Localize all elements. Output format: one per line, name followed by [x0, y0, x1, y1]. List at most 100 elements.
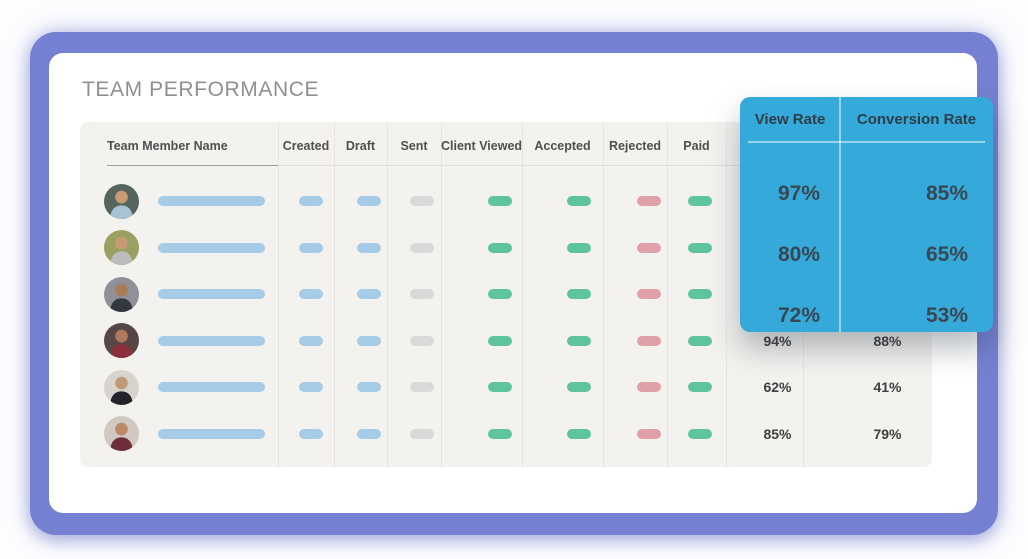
popup-view-rate-values: 97% 80% 72%	[740, 142, 840, 346]
status-pill-accepted	[566, 289, 591, 300]
table-cell-rejected	[603, 289, 667, 300]
column-divider	[522, 122, 523, 467]
rates-popup-columns: View Rate 97% 80% 72% Conversion Rate 85% 6…	[740, 97, 993, 332]
status-pill-accepted	[566, 428, 591, 439]
table-cell-paid	[667, 242, 726, 253]
table-cell-paid	[667, 196, 726, 207]
column-header-draft: Draft	[345, 139, 376, 153]
table-cell-client_viewed	[441, 289, 522, 300]
table-cell-accepted	[522, 335, 603, 346]
view_rate-value: 94%	[763, 332, 792, 349]
status-pill-paid	[687, 335, 712, 346]
table-cell-rejected	[603, 242, 667, 253]
table-cell-rejected	[603, 335, 667, 346]
column-header-paid: Paid	[683, 139, 710, 153]
status-pill-paid	[687, 196, 712, 207]
popup-header-divider	[748, 141, 985, 143]
conversion_rate-value: 79%	[873, 425, 902, 442]
table-cell-conversion_rate: 41%	[803, 379, 932, 395]
table-cell-name	[80, 323, 278, 359]
status-pill-sent	[410, 289, 434, 300]
column-divider	[603, 122, 604, 467]
status-pill-created	[299, 382, 323, 393]
status-pill-client_viewed	[487, 382, 512, 393]
table-body: 94% 88% 62% 41% 85% 79%	[80, 170, 932, 467]
status-pill-client_viewed	[487, 335, 512, 346]
popup-conversion-rate-header: Conversion Rate	[856, 111, 977, 128]
table-cell-accepted	[522, 242, 603, 253]
table-cell-name	[80, 183, 278, 219]
table-row[interactable]	[80, 225, 932, 272]
name-placeholder-bar	[158, 289, 265, 300]
status-pill-created	[299, 196, 323, 207]
table-row[interactable]	[80, 178, 932, 225]
name-placeholder-bar	[158, 196, 265, 207]
popup-conversion-rate-value: 65%	[925, 242, 968, 266]
table-cell-sent	[387, 196, 441, 207]
avatar	[104, 183, 139, 219]
table-cell-draft	[334, 382, 387, 393]
table-cell-sent	[387, 428, 441, 439]
conversion_rate-value: 88%	[873, 332, 902, 349]
table-cell-client_viewed	[441, 242, 522, 253]
table-cell-created	[278, 335, 334, 346]
status-pill-paid	[687, 242, 712, 253]
table-cell-view_rate: 85%	[726, 426, 803, 442]
popup-view-rate-value: 80%	[777, 242, 820, 266]
status-pill-created	[299, 428, 323, 439]
status-pill-sent	[410, 428, 434, 439]
table-cell-sent	[387, 242, 441, 253]
table-cell-rejected	[603, 428, 667, 439]
status-pill-paid	[687, 428, 712, 439]
avatar	[104, 416, 139, 452]
popup-conversion-rate-value: 53%	[925, 303, 968, 327]
status-pill-sent	[410, 242, 434, 253]
status-pill-client_viewed	[487, 196, 512, 207]
view_rate-value: 62%	[763, 379, 792, 396]
status-pill-draft	[356, 242, 381, 253]
table-row[interactable]: 94% 88%	[80, 318, 932, 365]
table-cell-draft	[334, 428, 387, 439]
table-cell-paid	[667, 335, 726, 346]
status-pill-draft	[356, 196, 381, 207]
status-pill-created	[299, 335, 323, 346]
column-header-sent: Sent	[400, 139, 428, 153]
table-cell-accepted	[522, 289, 603, 300]
status-pill-client_viewed	[487, 428, 512, 439]
table-cell-created	[278, 382, 334, 393]
column-header-name: Team Member Name	[107, 139, 228, 153]
table-cell-created	[278, 289, 334, 300]
table-cell-client_viewed	[441, 428, 522, 439]
table-cell-draft	[334, 335, 387, 346]
table-cell-sent	[387, 289, 441, 300]
avatar	[104, 323, 139, 359]
column-header-rejected: Rejected	[608, 139, 662, 153]
table-cell-accepted	[522, 196, 603, 207]
column-header-client_viewed: Client Viewed	[441, 139, 523, 153]
table-row[interactable]: 85% 79%	[80, 411, 932, 458]
table-cell-conversion_rate: 79%	[803, 426, 932, 442]
popup-view-rate-value: 97%	[777, 181, 820, 205]
status-pill-accepted	[566, 196, 591, 207]
table-cell-conversion_rate: 88%	[803, 333, 932, 349]
view_rate-value: 85%	[763, 425, 792, 442]
status-pill-rejected	[637, 196, 661, 207]
status-pill-accepted	[566, 382, 591, 393]
status-pill-rejected	[637, 382, 661, 393]
table-cell-rejected	[603, 382, 667, 393]
column-header-accepted: Accepted	[534, 139, 591, 153]
name-placeholder-bar	[158, 242, 265, 253]
status-pill-paid	[687, 289, 712, 300]
table-row[interactable]	[80, 271, 932, 318]
status-pill-rejected	[637, 428, 661, 439]
table-cell-rejected	[603, 196, 667, 207]
table-cell-paid	[667, 289, 726, 300]
table-row[interactable]: 62% 41%	[80, 364, 932, 411]
table-cell-name	[80, 230, 278, 266]
name-placeholder-bar	[158, 335, 265, 346]
table-cell-paid	[667, 382, 726, 393]
table-cell-draft	[334, 289, 387, 300]
rates-zoom-popup: View Rate 97% 80% 72% Conversion Rate 85% 6…	[740, 97, 993, 332]
popup-vertical-divider	[839, 97, 841, 332]
status-pill-client_viewed	[487, 289, 512, 300]
